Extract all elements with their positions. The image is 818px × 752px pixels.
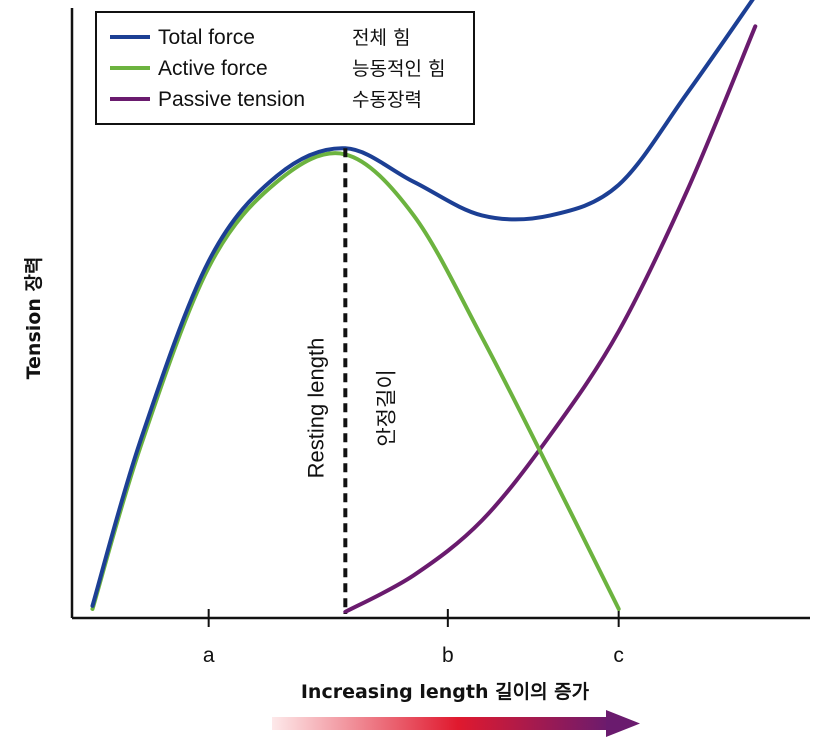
legend-label-active-force: Active force (158, 57, 268, 80)
legend-label-total-force: Total force (158, 26, 255, 49)
series-line-passive-tension (343, 24, 758, 614)
resting-length-label-korean: 안정길이 (374, 369, 398, 446)
x-axis-label: Increasing length 길이의 증가 (301, 681, 590, 703)
x-tick-label-a: a (203, 644, 215, 667)
resting-length-label: Resting length (303, 338, 328, 479)
increasing-arrow-icon (272, 710, 640, 737)
legend-box (95, 11, 475, 125)
x-tick-label-b: b (442, 644, 454, 667)
y-axis-label: Tension 장력 (23, 257, 45, 380)
legend: Total force 전체 힘 Active force 능동적인 힘 Pas… (95, 11, 475, 125)
x-tick-label-c: c (613, 644, 624, 667)
series-line-total-force (90, 0, 755, 608)
legend-label-total-force-korean: 전체 힘 (352, 27, 410, 49)
legend-label-passive-tension-korean: 수동장력 (352, 89, 422, 111)
series-line-active-force (90, 151, 621, 611)
legend-label-active-force-korean: 능동적인 힘 (352, 58, 445, 80)
x-ticks: a b c (203, 609, 624, 667)
legend-label-passive-tension: Passive tension (158, 88, 305, 111)
